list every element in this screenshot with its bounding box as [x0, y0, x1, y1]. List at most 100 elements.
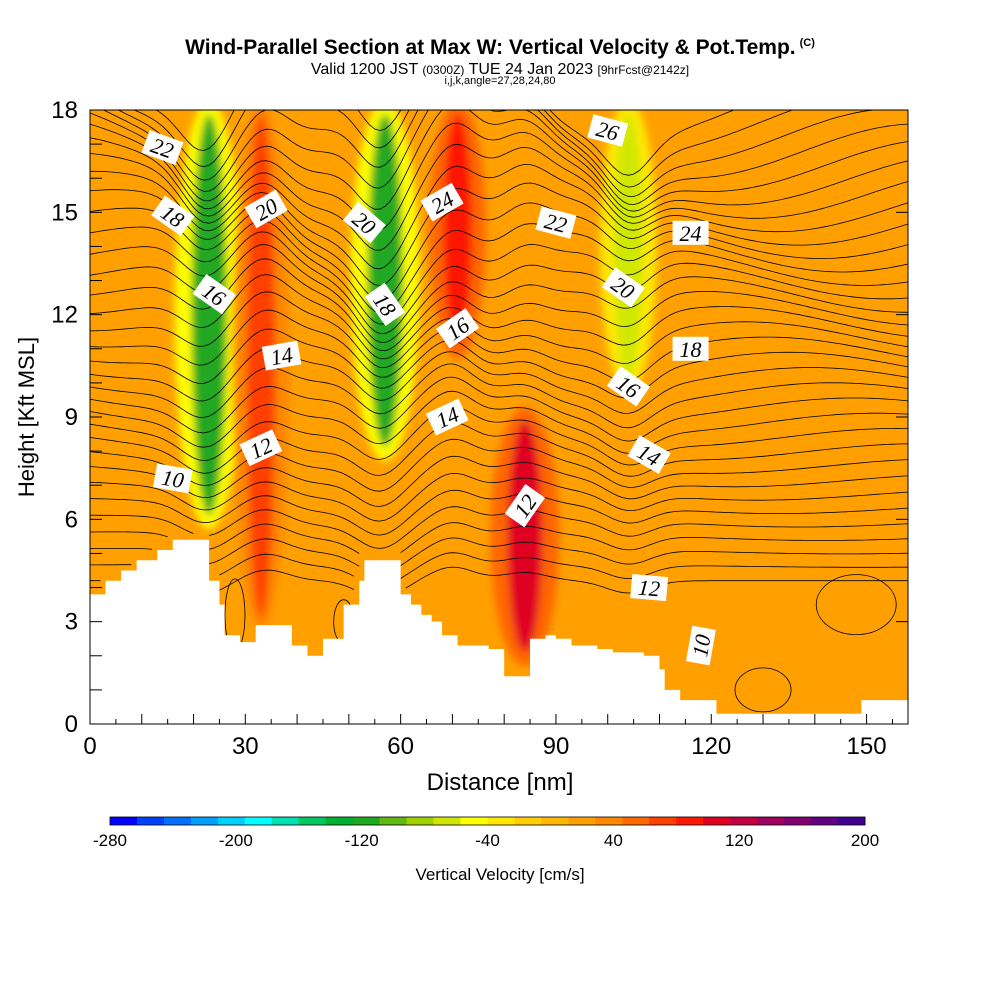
contour-label-text: 14 [269, 342, 295, 370]
colorbar-swatch [622, 817, 650, 825]
contour-label-box [151, 195, 195, 236]
contour-label-box [435, 308, 480, 349]
contour-label-box [420, 182, 464, 222]
theta-contour-line [133, 110, 794, 188]
contour-label-text: 12 [637, 575, 661, 602]
colorbar-swatch [163, 817, 192, 825]
theta-contour-line [90, 552, 908, 580]
velocity-cell-core [246, 114, 276, 618]
x-tick-label: 120 [691, 733, 731, 760]
velocity-cell-core [443, 114, 473, 345]
y-tick-label: 0 [65, 711, 78, 738]
theta-contour-line [90, 244, 908, 343]
colorbar-label: Vertical Velocity [cm/s] [415, 865, 584, 884]
colorbar-tick-label: 120 [725, 831, 753, 850]
theta-contour-line [90, 363, 908, 429]
valid-time: Valid 1200 JST [310, 61, 418, 78]
colorbar-tick-label: 200 [851, 831, 879, 850]
contour-label-box [587, 114, 629, 147]
theta-contour-line [90, 122, 908, 231]
colorbar-swatch [136, 817, 165, 825]
utc-time: (0300Z) [422, 63, 465, 77]
colorbar-swatch [460, 817, 488, 825]
theta-contour-line [90, 231, 908, 334]
theta-contour-line [90, 522, 908, 554]
contour-label-box [364, 282, 406, 327]
theta-contour-line [90, 537, 908, 567]
theta-contour-line [90, 405, 908, 466]
terrain [90, 539, 908, 724]
colorbar-tick-label: -280 [93, 831, 127, 850]
contour-label-box [141, 130, 184, 165]
chart-title: Wind-Parallel Section at Max W: Vertical… [0, 36, 1000, 60]
colorbar-swatch [811, 817, 839, 825]
contour-label-text: 18 [680, 337, 702, 362]
colorbar-swatch [110, 817, 138, 825]
y-tick-label: 15 [51, 199, 78, 226]
colorbar-swatch [595, 817, 623, 825]
y-tick-label: 6 [65, 506, 78, 533]
colorbar-swatch [244, 817, 273, 825]
colorbar-swatch [271, 817, 300, 825]
theta-contour-closed [734, 667, 792, 713]
terrain-mask [90, 539, 908, 724]
contour-label: 24 [672, 220, 709, 246]
theta-contour-line [90, 189, 908, 301]
velocity-cell-core [613, 114, 643, 379]
colorbar-swatch [541, 817, 569, 825]
colorbar-swatch [568, 817, 596, 825]
colorbar-swatch [487, 817, 515, 825]
colorbar-swatch [784, 817, 812, 825]
x-axis-label: Distance [nm] [427, 769, 574, 796]
contour-label: 14 [261, 340, 302, 371]
x-tick-label: 150 [847, 733, 887, 760]
theta-contour-line [155, 110, 735, 176]
theta-contour-line [117, 110, 877, 197]
colorbar-swatch [379, 817, 408, 825]
valid-date: TUE 24 Jan 2023 [468, 61, 594, 78]
theta-contour-line [90, 291, 908, 369]
colorbar-swatch [325, 817, 354, 825]
theta-contour-line [90, 376, 908, 442]
axes: 0 30 60 90 120 150 0 3 6 9 12 15 18 [51, 97, 908, 760]
contour-label-box [601, 267, 645, 308]
colorbar-frame [109, 816, 866, 826]
y-tick-label: 9 [65, 404, 78, 431]
contour-label-box [672, 220, 709, 245]
colorbar-tick-label: -120 [345, 831, 379, 850]
theta-contour-line [90, 170, 908, 287]
colorbar-swatch [676, 817, 704, 825]
velocity-cell-core [191, 113, 227, 516]
colorbar-swatch [649, 817, 677, 825]
x-tick-label: 60 [387, 733, 414, 760]
contour-label-box [342, 201, 386, 244]
y-axis-label: Height [Kft MSL] [14, 337, 39, 497]
x-tick-label: 90 [543, 733, 570, 760]
theta-contour-closed [815, 574, 897, 636]
theta-contour-line [90, 309, 908, 382]
contour-label-box [153, 463, 193, 494]
theta-contour-line [90, 220, 908, 325]
colorbar-swatch [514, 817, 542, 825]
theta-contour-line [90, 153, 908, 270]
y-tick-label: 12 [51, 302, 78, 329]
colorbar: -280 -200 -120 -40 40 120 200 [93, 816, 879, 850]
theta-contours [90, 110, 908, 713]
theta-contour-line [90, 110, 908, 212]
forecast-info: [9hrFcst@2142z] [597, 63, 690, 77]
colorbar-swatch [217, 817, 246, 825]
contour-label-text: 24 [680, 221, 702, 246]
theta-contour-line [90, 390, 908, 454]
theta-contour-line [90, 347, 908, 414]
theta-contour-line [90, 506, 908, 549]
colorbar-swatch [406, 817, 435, 825]
chart-title-text: Wind-Parallel Section at Max W: Vertical… [185, 36, 796, 59]
theta-contour-line [90, 489, 908, 536]
x-tick-label: 30 [232, 733, 259, 760]
colorbar-swatch [298, 817, 327, 825]
contour-label-box [672, 336, 709, 361]
contour-label-box [261, 340, 302, 371]
contour-label-box [504, 484, 546, 528]
